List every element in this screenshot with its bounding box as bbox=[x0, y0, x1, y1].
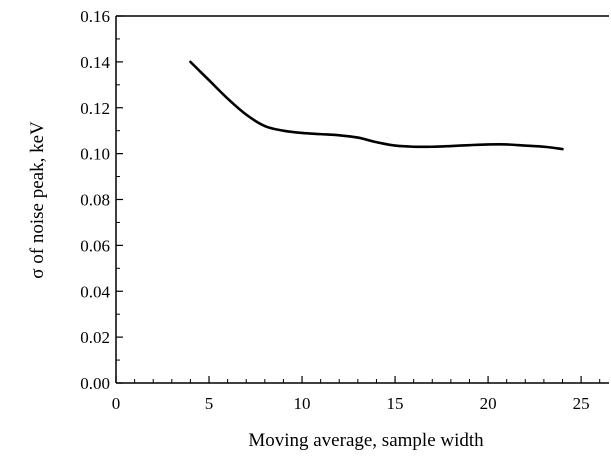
x-tick-label: 10 bbox=[294, 394, 311, 413]
y-tick-label: 0.02 bbox=[80, 328, 110, 347]
y-tick-label: 0.04 bbox=[80, 282, 110, 301]
y-tick-label: 0.12 bbox=[80, 99, 110, 118]
x-tick-label: 5 bbox=[205, 394, 214, 413]
x-tick-label: 15 bbox=[387, 394, 404, 413]
x-axis-ticks: 0 5 10 15 20 25 bbox=[112, 376, 601, 413]
plot-frame bbox=[115, 15, 609, 384]
x-tick-label: 0 bbox=[112, 394, 121, 413]
y-axis-ticks: 0.00 0.02 0.04 0.06 0.08 0.10 0.12 0.14 0.16 bbox=[80, 7, 123, 393]
series-line bbox=[189, 60, 564, 151]
series-layer bbox=[189, 60, 564, 151]
y-tick-label: 0.16 bbox=[80, 7, 110, 26]
y-tick-label: 0.08 bbox=[80, 191, 110, 210]
x-tick-label: 20 bbox=[480, 394, 497, 413]
y-axis-label: σ of noise peak, keV bbox=[27, 121, 48, 279]
y-tick-label: 0.06 bbox=[80, 236, 110, 255]
y-tick-label: 0.14 bbox=[80, 53, 110, 72]
y-tick-label: 0.00 bbox=[80, 374, 110, 393]
x-tick-label: 25 bbox=[573, 394, 590, 413]
y-tick-label: 0.10 bbox=[80, 145, 110, 164]
x-axis-label: Moving average, sample width bbox=[248, 430, 484, 451]
